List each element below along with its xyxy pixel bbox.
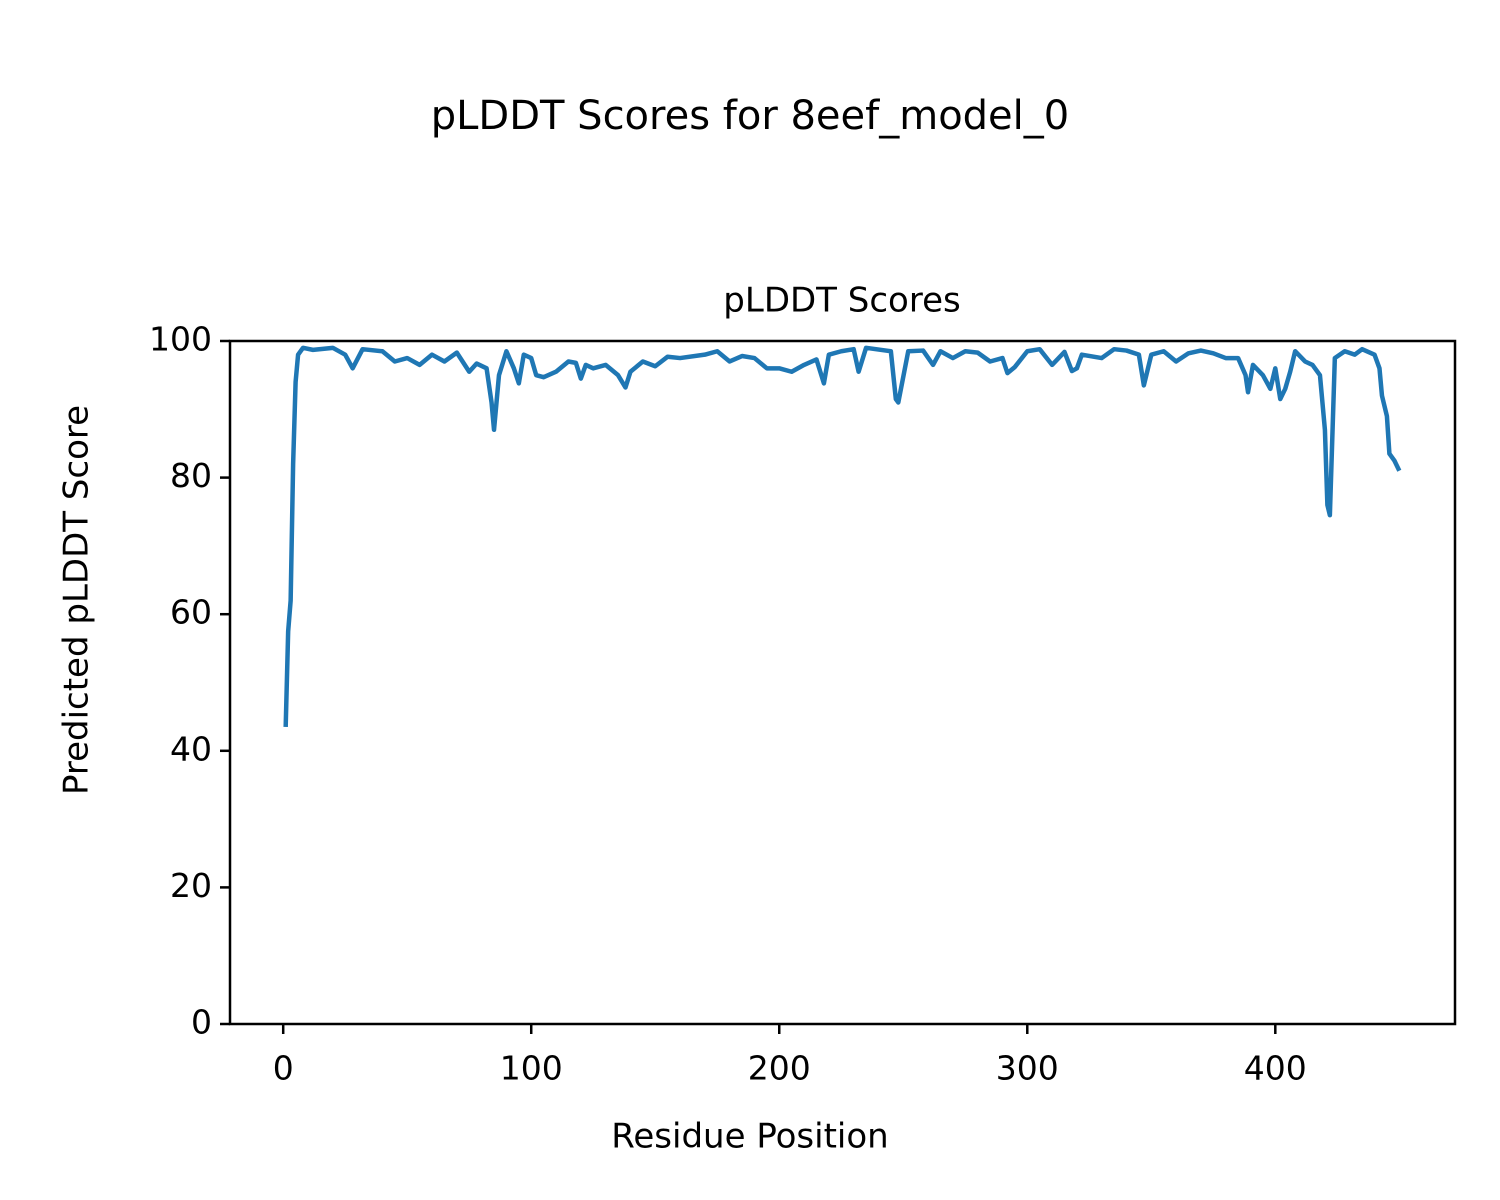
data-line — [283, 345, 1402, 727]
y-axis-label: Predicted pLDDT Score — [57, 405, 97, 795]
y-tick-label: 0 — [191, 1003, 212, 1042]
x-tick-label: 0 — [273, 1049, 294, 1088]
y-tick-label: 100 — [149, 320, 212, 359]
x-tick-label: 200 — [748, 1049, 811, 1088]
axes-title: pLDDT Scores — [723, 281, 960, 321]
axes-frame — [228, 339, 1457, 1026]
y-tick-label: 40 — [170, 729, 212, 768]
x-tick-label: 400 — [1244, 1049, 1307, 1088]
y-tick-label: 80 — [170, 456, 212, 495]
y-tick-label: 20 — [170, 866, 212, 905]
x-tick-label: 100 — [500, 1049, 563, 1088]
figure-title: pLDDT Scores for 8eef_model_0 — [431, 93, 1069, 139]
x-tick-label: 300 — [996, 1049, 1059, 1088]
x-axis-label: Residue Position — [611, 1117, 888, 1157]
y-tick-label: 60 — [170, 593, 212, 632]
